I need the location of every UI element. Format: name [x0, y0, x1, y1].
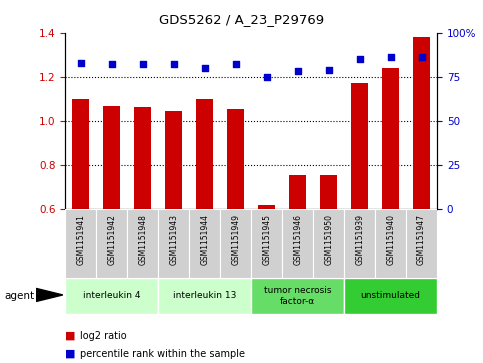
Bar: [134, 107, 151, 209]
Bar: [65, 278, 158, 314]
Bar: [413, 37, 430, 209]
Bar: [158, 278, 251, 314]
Point: [139, 61, 146, 67]
Text: GSM1151949: GSM1151949: [231, 214, 240, 265]
Bar: [344, 209, 375, 278]
Bar: [375, 209, 406, 278]
Point: [356, 56, 364, 62]
Bar: [282, 209, 313, 278]
Bar: [227, 109, 244, 209]
Text: ■: ■: [65, 349, 76, 359]
Bar: [406, 209, 437, 278]
Bar: [65, 209, 96, 278]
Bar: [158, 209, 189, 278]
Text: ■: ■: [65, 331, 76, 341]
Point: [201, 65, 209, 71]
Text: GSM1151950: GSM1151950: [324, 214, 333, 265]
Text: log2 ratio: log2 ratio: [80, 331, 127, 341]
Text: GSM1151946: GSM1151946: [293, 214, 302, 265]
Text: percentile rank within the sample: percentile rank within the sample: [80, 349, 245, 359]
Text: GSM1151947: GSM1151947: [417, 214, 426, 265]
Point: [77, 60, 85, 65]
Text: unstimulated: unstimulated: [361, 291, 421, 300]
Text: GSM1151941: GSM1151941: [76, 214, 85, 265]
Point: [325, 67, 332, 73]
Bar: [313, 209, 344, 278]
Point: [387, 54, 395, 60]
Text: agent: agent: [5, 291, 35, 301]
Bar: [251, 209, 282, 278]
Text: GSM1151939: GSM1151939: [355, 214, 364, 265]
Text: GSM1151942: GSM1151942: [107, 214, 116, 265]
Bar: [258, 205, 275, 209]
Bar: [251, 278, 344, 314]
Bar: [165, 111, 182, 209]
Text: GSM1151943: GSM1151943: [169, 214, 178, 265]
Point: [294, 69, 301, 74]
Bar: [196, 99, 213, 209]
Bar: [189, 209, 220, 278]
Text: GSM1151944: GSM1151944: [200, 214, 209, 265]
Text: GDS5262 / A_23_P29769: GDS5262 / A_23_P29769: [159, 13, 324, 26]
Text: interleukin 13: interleukin 13: [173, 291, 236, 300]
Bar: [320, 175, 337, 209]
Point: [232, 61, 240, 67]
Text: GSM1151945: GSM1151945: [262, 214, 271, 265]
Bar: [382, 68, 399, 209]
Text: GSM1151940: GSM1151940: [386, 214, 395, 265]
Bar: [220, 209, 251, 278]
Bar: [127, 209, 158, 278]
Text: GSM1151948: GSM1151948: [138, 214, 147, 265]
Polygon shape: [36, 288, 63, 301]
Bar: [289, 175, 306, 209]
Point: [418, 54, 426, 60]
Point: [108, 61, 115, 67]
Text: interleukin 4: interleukin 4: [83, 291, 141, 300]
Text: tumor necrosis
factor-α: tumor necrosis factor-α: [264, 286, 331, 306]
Bar: [103, 106, 120, 209]
Bar: [72, 99, 89, 209]
Point: [263, 74, 270, 79]
Bar: [96, 209, 127, 278]
Point: [170, 61, 178, 67]
Bar: [351, 83, 368, 209]
Bar: [344, 278, 437, 314]
